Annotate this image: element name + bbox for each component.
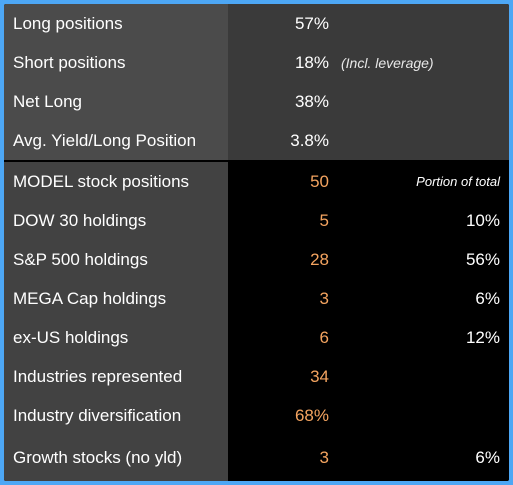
- row-value: 18%: [228, 43, 329, 82]
- stat-row-growth-stocks: Growth stocks (no yld) 3 6%: [4, 435, 509, 481]
- row-value: 38%: [228, 82, 329, 121]
- portion-header: Portion of total: [329, 162, 509, 201]
- row-portion: [329, 396, 509, 435]
- row-label: DOW 30 holdings: [4, 201, 228, 240]
- stat-row-industry-diversification: Industry diversification 68%: [4, 396, 509, 435]
- stat-row-ex-us: ex-US holdings 6 12%: [4, 318, 509, 357]
- row-label: Industries represented: [4, 357, 228, 396]
- row-label: Growth stocks (no yld): [4, 435, 228, 481]
- stat-row-mega-cap: MEGA Cap holdings 3 6%: [4, 279, 509, 318]
- row-value: 34: [228, 357, 329, 396]
- stat-row-short-positions: Short positions 18% (Incl. leverage): [4, 43, 509, 82]
- stat-row-industries: Industries represented 34: [4, 357, 509, 396]
- row-label: ex-US holdings: [4, 318, 228, 357]
- row-value: 28: [228, 240, 329, 279]
- row-value: 50: [228, 162, 329, 201]
- row-value: 6: [228, 318, 329, 357]
- row-value: 5: [228, 201, 329, 240]
- stat-row-net-long: Net Long 38%: [4, 82, 509, 121]
- row-note: [329, 4, 509, 43]
- row-value: 68%: [228, 396, 329, 435]
- stat-row-sp500: S&P 500 holdings 28 56%: [4, 240, 509, 279]
- stat-row-long-positions: Long positions 57%: [4, 4, 509, 43]
- row-portion: 6%: [329, 435, 509, 481]
- row-portion: 10%: [329, 201, 509, 240]
- row-label: Long positions: [4, 4, 228, 43]
- row-label: Avg. Yield/Long Position: [4, 121, 228, 160]
- stat-row-model-positions: MODEL stock positions 50 Portion of tota…: [4, 162, 509, 201]
- row-note: [329, 82, 509, 121]
- row-value: 3: [228, 435, 329, 481]
- portfolio-stats-table: Long positions 57% Short positions 18% (…: [4, 4, 509, 481]
- row-portion: 56%: [329, 240, 509, 279]
- row-label: MEGA Cap holdings: [4, 279, 228, 318]
- row-note: [329, 121, 509, 160]
- row-label: Industry diversification: [4, 396, 228, 435]
- row-label: S&P 500 holdings: [4, 240, 228, 279]
- row-portion: [329, 357, 509, 396]
- row-label: Short positions: [4, 43, 228, 82]
- row-note: (Incl. leverage): [329, 43, 509, 82]
- row-value: 3.8%: [228, 121, 329, 160]
- row-value: 57%: [228, 4, 329, 43]
- row-portion: 6%: [329, 279, 509, 318]
- row-label: MODEL stock positions: [4, 162, 228, 201]
- stat-row-dow30: DOW 30 holdings 5 10%: [4, 201, 509, 240]
- row-label: Net Long: [4, 82, 228, 121]
- row-portion: 12%: [329, 318, 509, 357]
- stat-row-avg-yield: Avg. Yield/Long Position 3.8%: [4, 121, 509, 160]
- row-value: 3: [228, 279, 329, 318]
